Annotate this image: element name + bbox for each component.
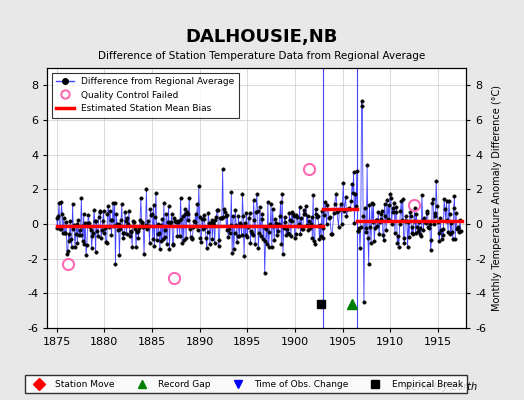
Legend: Station Move, Record Gap, Time of Obs. Change, Empirical Break: Station Move, Record Gap, Time of Obs. C… [25,376,467,394]
Legend: Difference from Regional Average, Quality Control Failed, Estimated Station Mean: Difference from Regional Average, Qualit… [52,72,239,118]
Text: Berkeley Earth: Berkeley Earth [405,382,477,392]
Text: Difference of Station Temperature Data from Regional Average: Difference of Station Temperature Data f… [99,51,425,61]
Y-axis label: Monthly Temperature Anomaly Difference (°C): Monthly Temperature Anomaly Difference (… [492,85,502,311]
Text: DALHOUSIE,NB: DALHOUSIE,NB [186,28,338,46]
